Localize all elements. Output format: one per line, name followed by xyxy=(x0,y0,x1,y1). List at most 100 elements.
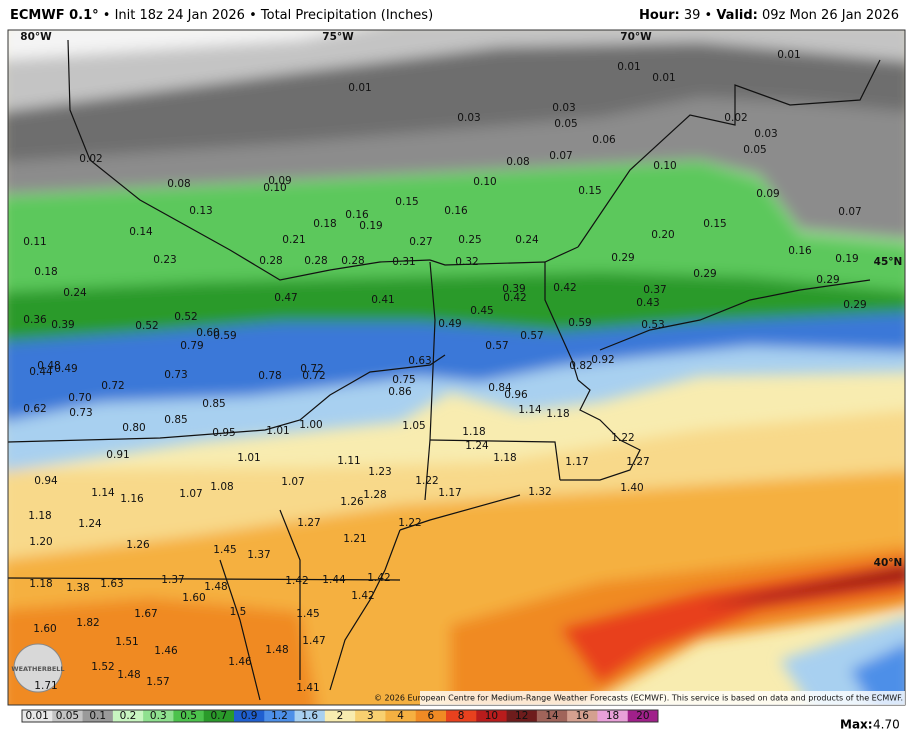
precip-label: 0.62 xyxy=(23,403,46,415)
precip-label: 1.14 xyxy=(518,404,542,416)
precip-label: 0.39 xyxy=(502,283,525,295)
colorbar-tick: 3 xyxy=(367,710,374,722)
colorbar-swatch xyxy=(476,710,508,722)
precip-field xyxy=(8,30,905,705)
precip-label: 0.92 xyxy=(591,354,614,366)
precip-label: 0.15 xyxy=(578,185,601,197)
precip-label: 0.23 xyxy=(153,254,176,266)
precip-label: 1.24 xyxy=(465,440,489,452)
colorbar-swatch xyxy=(294,710,326,722)
precip-label: 0.09 xyxy=(756,188,779,200)
precip-label: 0.27 xyxy=(409,236,432,248)
precip-label: 1.41 xyxy=(296,682,319,694)
colorbar-tick: 0.2 xyxy=(120,710,137,722)
colorbar-swatch xyxy=(112,710,144,722)
precip-label: 0.39 xyxy=(51,319,74,331)
precip-label: 0.85 xyxy=(164,414,187,426)
precip-label: 0.29 xyxy=(611,252,634,264)
precip-label: 1.18 xyxy=(462,426,485,438)
precip-label: 0.07 xyxy=(838,206,861,218)
precip-label: 0.01 xyxy=(777,49,800,61)
colorbar-tick: 20 xyxy=(636,710,649,722)
precip-label: 0.01 xyxy=(617,61,640,73)
precip-label: 0.02 xyxy=(79,153,102,165)
logo: WEATHERBELL xyxy=(11,643,65,693)
precip-label: 0.86 xyxy=(388,386,412,398)
precip-label: 0.19 xyxy=(835,253,858,265)
hour: 39 xyxy=(683,8,701,23)
precip-label: 1.48 xyxy=(204,581,227,593)
precip-label: 1.00 xyxy=(299,419,322,431)
colorbar-tick: 6 xyxy=(428,710,435,722)
colorbar-swatch xyxy=(173,710,205,722)
colorbar-swatch xyxy=(203,710,235,722)
precip-label: 0.82 xyxy=(569,360,592,372)
header-right: Hour: 39 • Valid: 09z Mon 26 Jan 2026 xyxy=(639,8,899,23)
precip-label: 0.28 xyxy=(341,255,364,267)
precip-label: 1.17 xyxy=(565,456,588,468)
colorbar-swatch xyxy=(355,710,386,722)
precip-label: 0.21 xyxy=(282,234,305,246)
precip-label: 1.60 xyxy=(182,592,205,604)
separator: • xyxy=(102,8,111,23)
precip-label: 0.16 xyxy=(788,245,812,257)
precip-label: 1.44 xyxy=(322,574,346,586)
colorbar-swatch xyxy=(143,710,174,722)
precip-label: 0.32 xyxy=(455,256,478,268)
precip-label: 0.59 xyxy=(568,317,591,329)
precip-label: 0.16 xyxy=(345,209,369,221)
hour-label: Hour: xyxy=(639,8,680,23)
colorbar-tick: 18 xyxy=(606,710,619,722)
precip-label: 0.10 xyxy=(263,182,286,194)
precip-label: 1.21 xyxy=(343,533,366,545)
precip-label: 0.48 xyxy=(37,360,60,372)
init: Init 18z 24 Jan 2026 xyxy=(114,8,245,23)
precip-label: 0.03 xyxy=(552,102,575,114)
precip-label: 1.27 xyxy=(297,517,320,529)
precip-label: 1.46 xyxy=(154,645,178,657)
precip-label: 0.03 xyxy=(457,112,480,124)
precip-label: 1.42 xyxy=(285,575,308,587)
precip-label: 0.57 xyxy=(520,330,543,342)
precip-label: 0.16 xyxy=(444,205,468,217)
precip-label: 0.11 xyxy=(23,236,46,248)
precip-label: 0.18 xyxy=(34,266,57,278)
graticule-label: 80°W xyxy=(20,31,52,43)
precip-label: 1.67 xyxy=(134,608,157,620)
precip-label: 0.72 xyxy=(302,370,325,382)
precip-label: 0.73 xyxy=(164,369,187,381)
precip-label: 0.10 xyxy=(473,176,496,188)
precip-label: 0.07 xyxy=(549,150,572,162)
separator: • xyxy=(704,8,713,23)
precip-label: 1.37 xyxy=(247,549,270,561)
precip-label: 1.20 xyxy=(29,536,52,548)
graticule-label: 45°N xyxy=(874,256,903,268)
precip-label: 1.07 xyxy=(179,488,202,500)
precip-label: 1.23 xyxy=(368,466,391,478)
model: ECMWF 0.1° xyxy=(10,8,99,23)
precip-label: 0.53 xyxy=(641,319,664,331)
header-left: ECMWF 0.1° • Init 18z 24 Jan 2026 • Tota… xyxy=(10,8,433,23)
precip-label: 0.59 xyxy=(213,330,236,342)
colorbar-tick: 14 xyxy=(545,710,559,722)
colorbar-tick: 2 xyxy=(337,710,344,722)
precip-label: 0.85 xyxy=(202,398,225,410)
precip-label: 1.18 xyxy=(29,578,52,590)
precip-label: 1.45 xyxy=(296,608,319,620)
colorbar-swatch xyxy=(506,710,538,722)
colorbar-swatch xyxy=(567,710,598,722)
precip-label: 1.07 xyxy=(281,476,304,488)
colorbar-swatch xyxy=(536,710,568,722)
max-value: 4.70 xyxy=(873,718,900,732)
precip-label: 1.24 xyxy=(78,518,102,530)
logo-badge xyxy=(13,643,63,693)
precip-label: 1.42 xyxy=(351,590,374,602)
colorbar-swatch xyxy=(597,710,629,722)
precip-label: 1.26 xyxy=(340,496,364,508)
colorbar-swatch xyxy=(385,710,417,722)
max-label: Max: xyxy=(840,718,873,732)
precip-label: 0.49 xyxy=(54,363,77,375)
copyright: © 2026 European Centre for Medium-Range … xyxy=(374,694,903,703)
precip-label: 0.02 xyxy=(724,112,747,124)
